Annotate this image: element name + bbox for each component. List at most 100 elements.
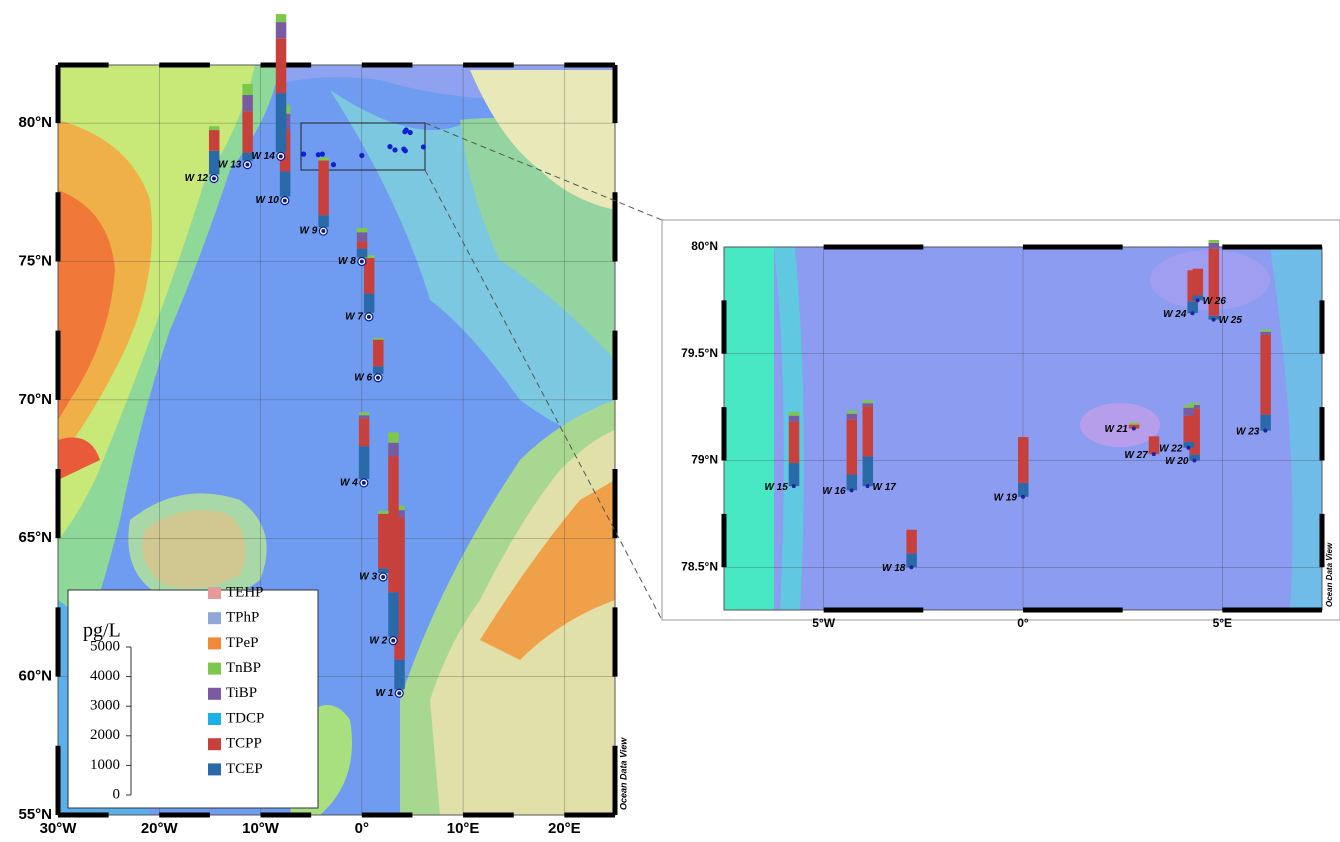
station-marker xyxy=(1152,452,1156,456)
legend-swatch xyxy=(208,612,221,624)
legend-scale-label: 5000 xyxy=(90,638,120,654)
station-dot xyxy=(397,691,401,695)
legend-label: TEHP xyxy=(226,584,264,600)
station-dot xyxy=(391,639,395,643)
station-label: W 26 xyxy=(1203,296,1227,307)
station-marker xyxy=(1132,427,1136,431)
lon-tick-label: 0° xyxy=(1017,616,1029,630)
station-label: W 1 xyxy=(376,688,394,699)
station-dot xyxy=(321,229,325,233)
station-marker xyxy=(909,565,913,569)
bar-segment xyxy=(1149,436,1160,454)
station-marker xyxy=(1190,311,1194,315)
station-marker xyxy=(850,488,854,492)
bar-segment xyxy=(276,22,287,38)
inset-station-dot xyxy=(421,144,426,149)
bar-segment xyxy=(1209,240,1220,243)
station-dot xyxy=(376,376,380,380)
bar-segment xyxy=(789,412,800,416)
inset-station-dot xyxy=(392,147,397,152)
bar-segment xyxy=(378,514,389,569)
bar-segment xyxy=(276,14,287,22)
figure: 30°W20°W10°W0°10°E20°E55°N60°N65°N70°N75… xyxy=(0,0,1340,842)
inset-station-dot xyxy=(331,162,336,167)
legend-swatch xyxy=(208,738,221,750)
station-label: W 10 xyxy=(256,195,280,206)
bar-segment xyxy=(1260,415,1271,431)
station-label: W 15 xyxy=(764,482,788,493)
bar-segment xyxy=(789,416,800,422)
watermark: Ocean Data View xyxy=(618,737,628,810)
bar-segment xyxy=(357,228,368,232)
legend-label: TCPP xyxy=(226,736,262,752)
legend-swatch xyxy=(208,688,221,700)
legend-scale-label: 2000 xyxy=(90,727,120,743)
legend-swatch xyxy=(208,713,221,725)
station-label: W 12 xyxy=(185,173,209,184)
bar-segment xyxy=(1189,403,1200,405)
bar-segment xyxy=(242,84,253,95)
station-label: W 4 xyxy=(340,478,358,489)
station-marker xyxy=(792,484,796,488)
bar-segment xyxy=(357,249,368,258)
page: 30°W20°W10°W0°10°E20°E55°N60°N65°N70°N75… xyxy=(0,0,1340,842)
station-marker xyxy=(1021,495,1025,499)
bar-segment xyxy=(1183,416,1194,442)
legend-label: TDCP xyxy=(226,710,264,726)
bar-segment xyxy=(1260,330,1271,332)
bar-segment xyxy=(863,406,874,456)
station-marker xyxy=(1196,298,1200,302)
inset-station-dot xyxy=(401,147,406,152)
bar-segment xyxy=(863,403,874,406)
bar-segment xyxy=(1260,335,1271,415)
legend-swatch xyxy=(208,663,221,675)
legend-label: TCEP xyxy=(226,761,263,777)
lat-tick-label: 65°N xyxy=(18,529,52,546)
lat-tick-label: 70°N xyxy=(18,391,52,408)
bar-segment xyxy=(209,130,220,151)
station-label: W 14 xyxy=(251,151,275,162)
station-label: W 27 xyxy=(1124,450,1148,461)
station-marker xyxy=(1212,318,1216,322)
station-label: W 8 xyxy=(338,256,356,267)
bar-segment xyxy=(1129,423,1140,425)
bar-segment xyxy=(378,569,389,573)
lon-tick-label: 0° xyxy=(355,820,369,837)
bar-segment xyxy=(1193,269,1204,296)
lon-tick-label: 5°W xyxy=(812,616,835,630)
legend-swatch xyxy=(208,587,221,599)
bar-segment xyxy=(318,215,329,227)
lat-tick-label: 78.5°N xyxy=(681,559,718,573)
bar-segment xyxy=(388,456,399,592)
inset-station-dot xyxy=(387,144,392,149)
bar-segment xyxy=(359,446,370,479)
station-label: W 21 xyxy=(1104,424,1128,435)
bar-segment xyxy=(242,95,253,111)
bar-segment xyxy=(359,415,370,418)
station-label: W 19 xyxy=(994,492,1018,503)
legend-label: TiBP xyxy=(226,685,257,701)
bar-segment xyxy=(863,457,874,487)
inset-station-dot xyxy=(359,153,364,158)
station-dot xyxy=(283,199,287,203)
bar-segment xyxy=(373,340,384,367)
bar-segment xyxy=(388,443,399,456)
legend-scale-label: 1000 xyxy=(90,757,120,773)
inset-station-dot xyxy=(404,127,409,132)
bar-segment xyxy=(1260,332,1271,335)
bar-segment xyxy=(318,160,329,215)
bar-segment xyxy=(1183,408,1194,416)
bar-segment xyxy=(359,412,370,415)
bar-segment xyxy=(847,411,858,414)
bar-segment xyxy=(847,420,858,475)
bar-segment xyxy=(906,530,917,554)
bar-segment xyxy=(1183,405,1194,408)
bar-segment xyxy=(847,414,858,420)
bar-segment xyxy=(318,157,329,160)
lat-tick-label: 79.5°N xyxy=(681,346,718,360)
lon-tick-label: 5°E xyxy=(1213,616,1232,630)
station-dot xyxy=(362,481,366,485)
bar-segment xyxy=(373,366,384,373)
bar-segment xyxy=(1018,483,1029,497)
bar-segment xyxy=(847,474,858,490)
